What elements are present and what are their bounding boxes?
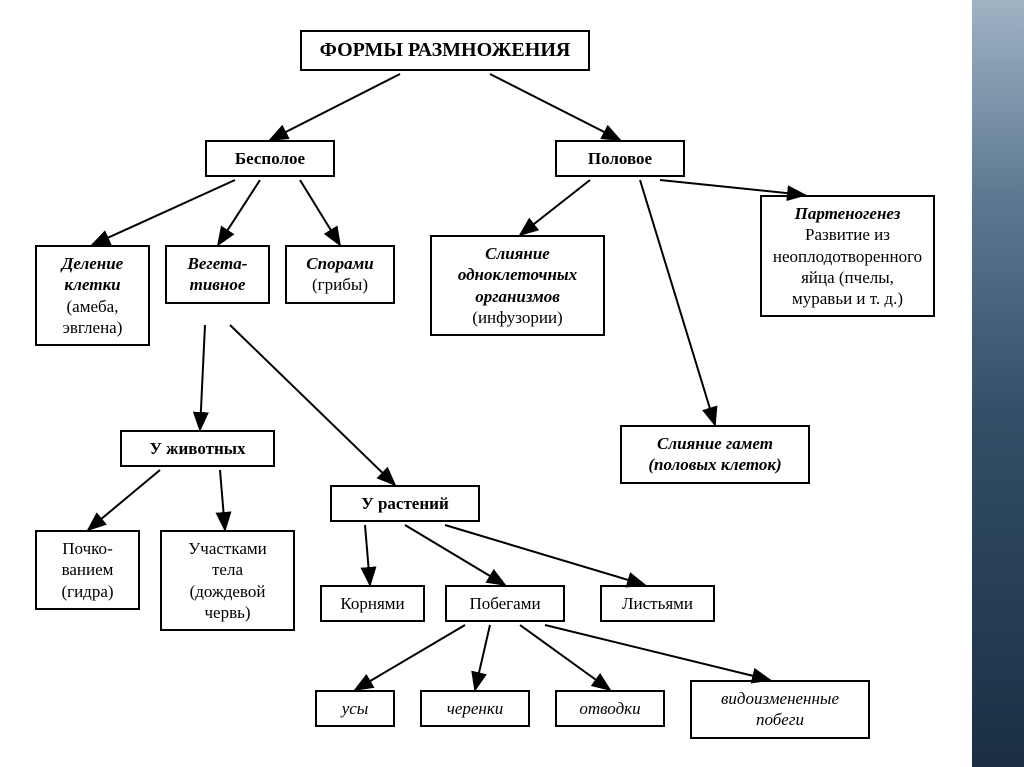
node-vegetative-title: Вегета­тивное (188, 254, 248, 294)
node-sexual-label: Половое (588, 149, 652, 168)
node-root: ФОРМЫ РАЗМНОЖЕНИЯ (300, 30, 590, 71)
node-vegetative: Вегета­тивное (165, 245, 270, 304)
node-parthenogenesis-title: Партеногенез (795, 204, 901, 223)
node-bodyparts-sub: (дождевой червь) (190, 582, 266, 622)
node-bodyparts: Участками тела (дождевой червь) (160, 530, 295, 631)
node-budding: Почко­ванием (гидра) (35, 530, 140, 610)
node-modified-shoots: видоизмененные побеги (690, 680, 870, 739)
node-asexual: Бесполое (205, 140, 335, 177)
node-budding-sub: (гидра) (61, 582, 113, 601)
node-sexual: Половое (555, 140, 685, 177)
node-layers: отводки (555, 690, 665, 727)
diagram-stage: ФОРМЫ РАЗМНОЖЕНИЯ Бесполое Половое Делен… (0, 0, 1024, 767)
node-parthenogenesis-body: Развитие из неоплодо­творенного яйца (пч… (773, 225, 922, 308)
node-fusion-unicellular: Слияние одноклеточных организмов (инфузо… (430, 235, 605, 336)
node-gametes: Слияние гамет (половых клеток) (620, 425, 810, 484)
node-roots-label: Корнями (340, 594, 404, 613)
node-runners-label: усы (342, 699, 369, 718)
node-animals-label: У животных (149, 439, 245, 458)
node-bodyparts-title: Участками тела (188, 539, 267, 579)
node-shoots: Побегами (445, 585, 565, 622)
node-budding-title: Почко­ванием (62, 539, 114, 579)
node-layers-label: отводки (579, 699, 640, 718)
node-animals: У животных (120, 430, 275, 467)
node-plants-label: У растений (361, 494, 449, 513)
node-asexual-label: Бесполое (235, 149, 305, 168)
node-fusion-unicellular-sub: (инфузории) (472, 308, 562, 327)
node-roots: Корнями (320, 585, 425, 622)
right-gradient-sidebar (972, 0, 1024, 767)
node-gametes-title: Слияние гамет (половых клеток) (648, 434, 781, 474)
node-spores-sub: (грибы) (312, 275, 368, 294)
node-spores-title: Спорами (306, 254, 373, 273)
node-cuttings: черенки (420, 690, 530, 727)
node-modified-shoots-label: видоизмененные побеги (721, 689, 839, 729)
node-spores: Спорами (грибы) (285, 245, 395, 304)
edges-layer (0, 0, 1024, 767)
node-cuttings-label: черенки (447, 699, 504, 718)
node-leaves-label: Листьями (622, 594, 693, 613)
node-cell-division-title: Деление клетки (62, 254, 123, 294)
node-runners: усы (315, 690, 395, 727)
node-parthenogenesis: Партеногенез Развитие из неоплодо­творен… (760, 195, 935, 317)
node-root-label: ФОРМЫ РАЗМНОЖЕНИЯ (320, 39, 571, 61)
node-fusion-unicellular-title: Слияние одноклеточных организмов (458, 244, 577, 306)
node-leaves: Листьями (600, 585, 715, 622)
node-shoots-label: Побегами (469, 594, 540, 613)
node-cell-division-sub: (амеба, эвглена) (63, 297, 123, 337)
node-cell-division: Деление клетки (амеба, эвглена) (35, 245, 150, 346)
node-plants: У растений (330, 485, 480, 522)
